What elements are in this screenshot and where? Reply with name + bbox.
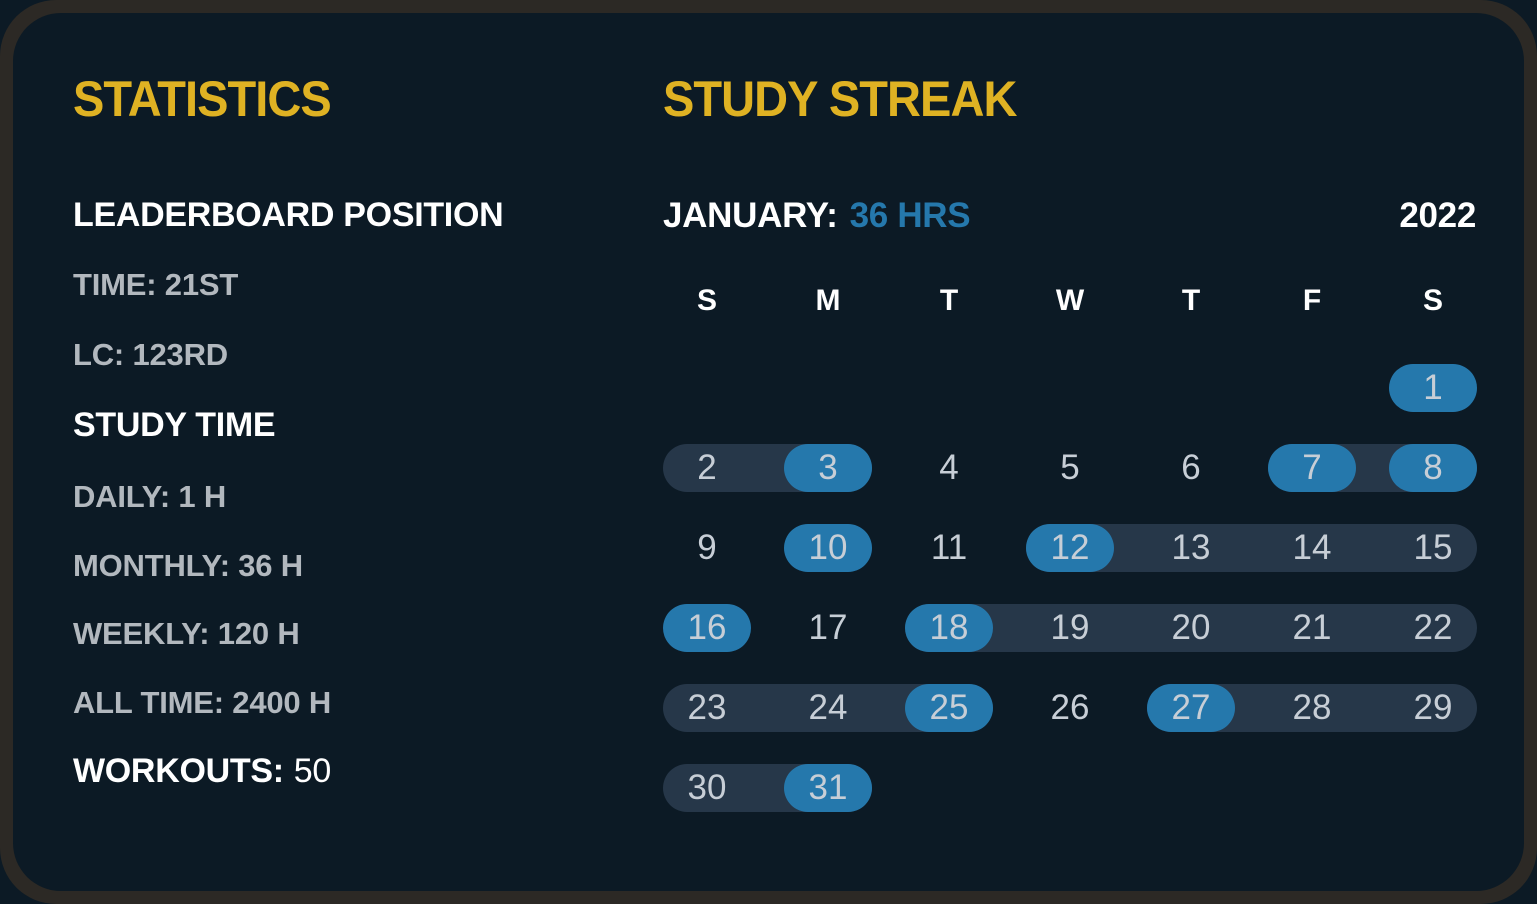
calendar-day-active: 10 [784,524,872,572]
calendar-day-active: 7 [1268,444,1356,492]
weekday-header: S [696,284,717,317]
calendar-day-active: 16 [663,604,751,652]
month-summary-row: JANUARY: 36 HRS 2022 [663,196,1476,236]
calendar-day: 11 [930,528,968,567]
calendar-day: 15 [1413,528,1453,567]
stats-card: STATISTICS LEADERBOARD POSITION TIME: 21… [13,13,1524,891]
calendar-day: 23 [687,688,727,727]
weekday-header: F [1302,284,1322,317]
leaderboard-heading: LEADERBOARD POSITION [73,196,504,234]
weekday-header: M [815,284,841,317]
study-time-heading: STUDY TIME [73,406,276,444]
study-time-weekly: WEEKLY: 120 H [73,616,300,651]
calendar-day: 20 [1171,608,1211,647]
calendar-day: 17 [808,608,848,647]
study-streak-title: STUDY STREAK [663,71,1017,127]
month-label: JANUARY: [663,196,838,235]
calendar-day: 6 [1181,448,1201,487]
weekday-header: W [1055,284,1085,317]
study-time-daily: DAILY: 1 H [73,479,227,514]
leaderboard-lc-rank: LC: 123RD [73,337,228,372]
calendar-grid: S M T W T F S 1 2 3 4 5 6 7 8 9 10 11 12 13 14 15 16 17 18 19 20 21… [663,275,1477,855]
calendar-day-active: 25 [905,684,993,732]
calendar-day: 5 [1060,448,1080,487]
calendar-day: 29 [1413,688,1453,727]
calendar-day: 4 [939,448,959,487]
weekday-header: S [1422,284,1443,317]
calendar-day-active: 8 [1389,444,1477,492]
calendar-day-active: 3 [784,444,872,492]
month-hours-group: JANUARY: 36 HRS [663,196,971,236]
calendar-day: 9 [697,528,717,567]
calendar-day: 19 [1050,608,1090,647]
leaderboard-time-rank: TIME: 21ST [73,267,239,302]
calendar-day: 30 [687,768,727,807]
study-time-monthly: MONTHLY: 36 H [73,548,303,583]
year-label: 2022 [1399,196,1476,235]
calendar-day: 14 [1292,528,1332,567]
calendar-day: 26 [1050,688,1090,727]
month-hours: 36 HRS [849,196,971,235]
calendar-day: 24 [808,688,848,727]
calendar-day-active: 1 [1389,364,1477,412]
calendar-day: 13 [1171,528,1211,567]
workouts-line: WORKOUTS: 50 [73,752,331,791]
study-time-all-time: ALL TIME: 2400 H [73,685,332,720]
calendar-day-active: 27 [1147,684,1235,732]
calendar-day-active: 12 [1026,524,1114,572]
calendar-day: 28 [1292,688,1332,727]
calendar-day-active: 18 [905,604,993,652]
workouts-value: 50 [293,752,332,790]
statistics-title: STATISTICS [73,71,332,127]
calendar-day: 22 [1413,608,1453,647]
calendar-day: 21 [1292,608,1332,647]
workouts-label: WORKOUTS: [73,752,284,790]
weekday-header: T [1181,284,1201,317]
calendar-day-active: 31 [784,764,872,812]
calendar-day: 2 [697,448,717,487]
streak-pill [905,604,1477,652]
weekday-header: T [939,284,959,317]
